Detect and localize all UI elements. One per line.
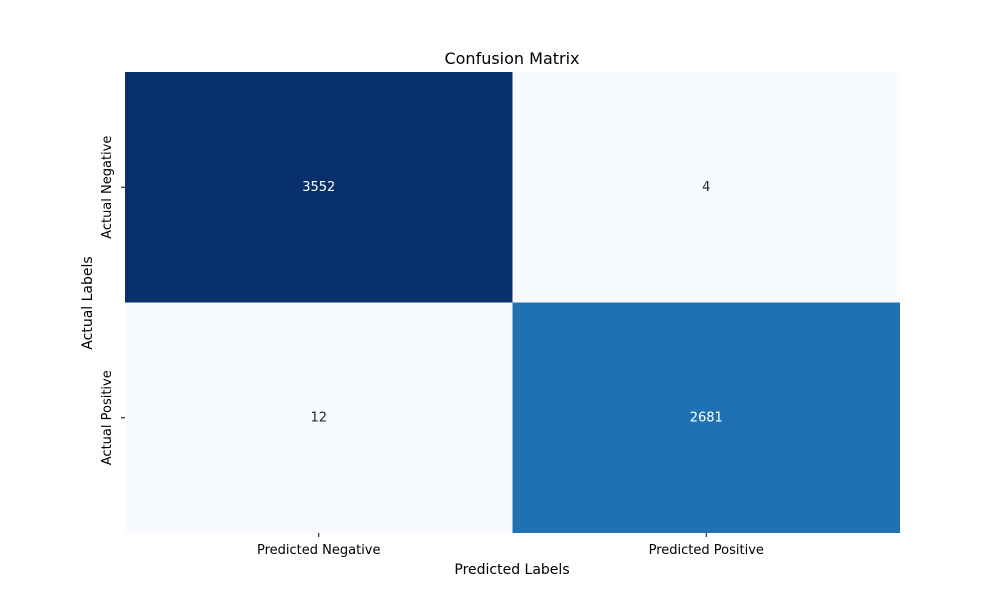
heatmap-cell-1-1 (512, 302, 900, 533)
chart-title: Confusion Matrix (444, 49, 579, 68)
heatmap-cell-1-0 (125, 302, 513, 533)
heatmap-cell-labels: 3552 4 12 2681 (302, 180, 723, 426)
cell-value-0-1: 4 (702, 180, 710, 195)
y-tick-label-1: Actual Positive (100, 370, 115, 465)
heatmap-cell-0-1 (512, 72, 900, 303)
x-tick-label-0: Predicted Negative (257, 543, 381, 558)
cell-value-1-0: 12 (310, 410, 327, 425)
y-tick-label-0: Actual Negative (100, 136, 115, 239)
x-axis-label: Predicted Labels (454, 562, 569, 578)
heatmap-cells (125, 72, 900, 533)
x-axis-ticks: Predicted Negative Predicted Positive (257, 533, 764, 558)
cell-value-0-0: 3552 (302, 180, 335, 195)
x-tick-label-1: Predicted Positive (649, 543, 764, 558)
cell-value-1-1: 2681 (690, 410, 723, 425)
heatmap-cell-0-0 (125, 72, 513, 303)
y-axis-label: Actual Labels (80, 256, 96, 349)
y-axis-ticks: Actual Negative Actual Positive (100, 136, 125, 465)
